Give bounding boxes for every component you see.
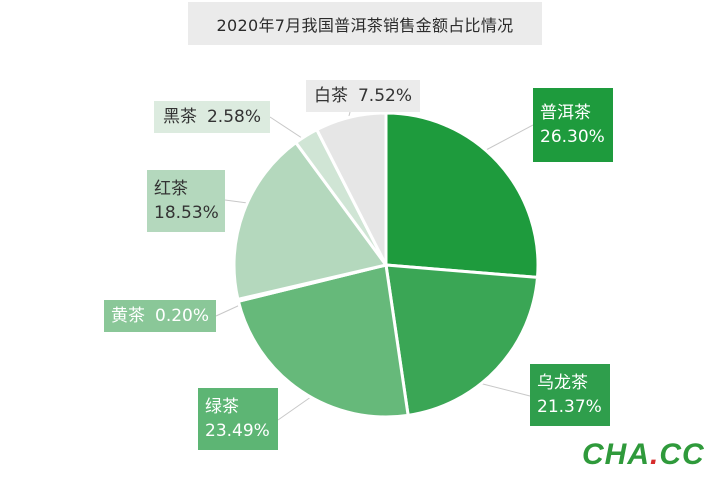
label-green-name: 绿茶: [205, 397, 239, 417]
label-dark-name: 黑茶: [162, 107, 197, 127]
label-oolong: 乌龙茶 21.37%: [530, 364, 610, 426]
pie-slice-red: [232, 141, 388, 301]
label-dark-value: 2.58%: [206, 107, 261, 127]
chart-title: 2020年7月我国普洱茶销售金额占比情况: [188, 2, 542, 45]
label-white-value: 7.52%: [357, 86, 412, 106]
logo-suffix: CC: [659, 438, 705, 471]
label-oolong-name: 乌龙茶: [537, 373, 588, 393]
pie-slice-white: [315, 111, 388, 267]
label-puer: 普洱茶 26.30%: [533, 88, 613, 162]
label-white: 白茶 7.52%: [306, 80, 420, 112]
label-red: 红茶 18.53%: [147, 170, 225, 232]
leader-line-oolong: [474, 381, 531, 397]
label-white-name: 白茶: [313, 86, 348, 106]
label-oolong-value: 21.37%: [537, 397, 602, 417]
label-yellow-name: 黄茶: [111, 306, 145, 326]
logo-dot: .: [650, 438, 660, 471]
label-green: 绿茶 23.49%: [198, 388, 278, 450]
leader-line-puer: [485, 124, 534, 151]
pie-slice-oolong: [384, 263, 539, 417]
label-puer-value: 26.30%: [540, 127, 605, 147]
label-puer-name: 普洱茶: [540, 103, 591, 123]
logo-main: CHA: [582, 438, 650, 471]
label-yellow: 黄茶 0.20%: [104, 300, 216, 332]
label-dark: 黑茶 2.58%: [154, 101, 270, 133]
label-red-value: 18.53%: [154, 203, 219, 223]
label-yellow-value: 0.20%: [155, 306, 210, 326]
leader-line-yellow: [215, 304, 241, 317]
pie-slice-puer: [384, 111, 540, 279]
label-red-name: 红茶: [154, 179, 188, 199]
pie-slice-green: [236, 263, 410, 419]
label-green-value: 23.49%: [205, 421, 270, 441]
cha-cc-logo: CHA.CC: [582, 438, 705, 472]
